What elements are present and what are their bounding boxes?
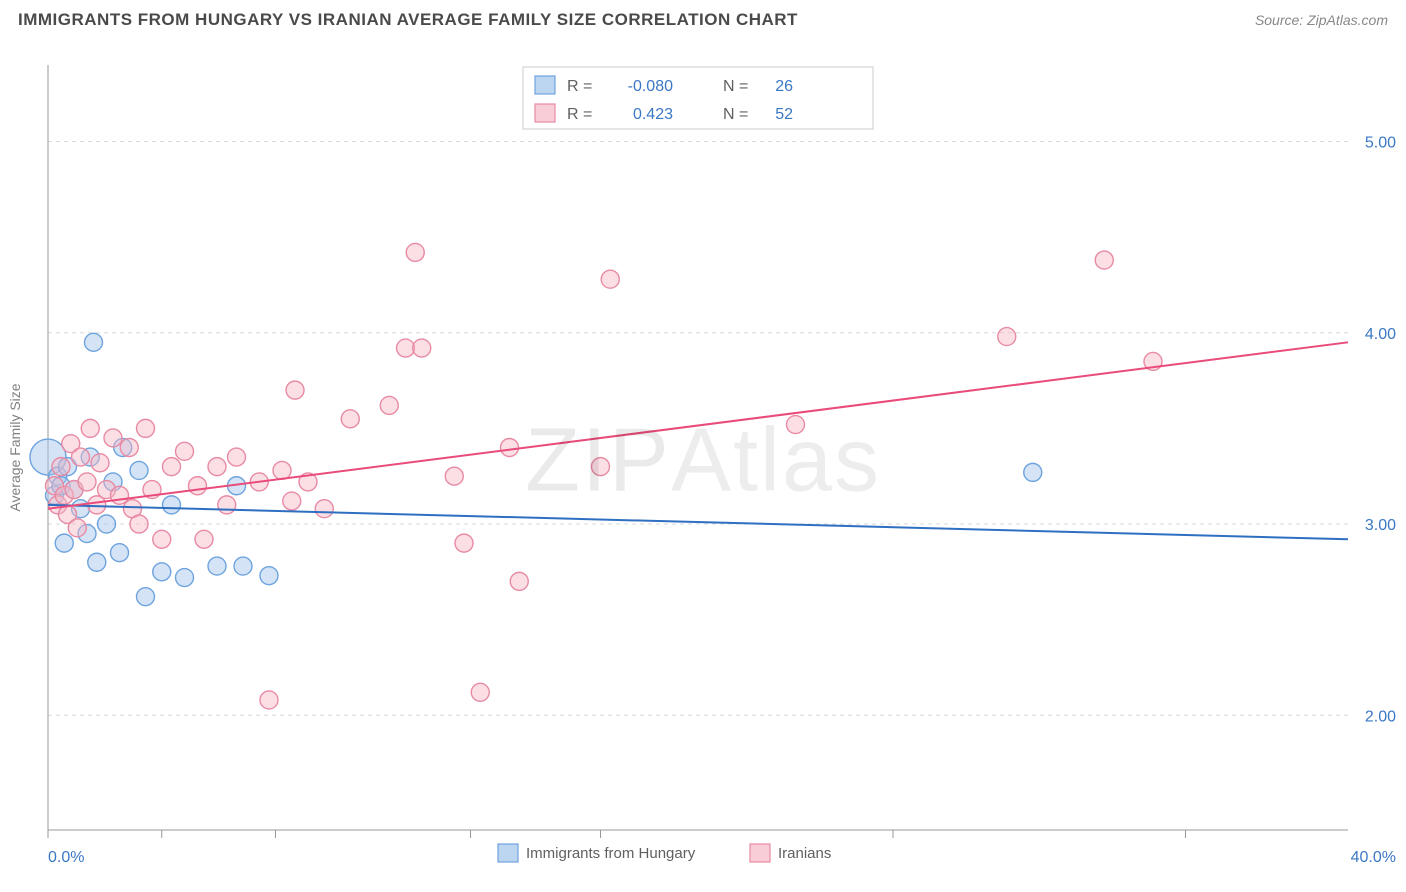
data-point	[406, 243, 424, 261]
data-point	[72, 448, 90, 466]
svg-text:N =: N =	[723, 78, 748, 95]
data-point	[228, 448, 246, 466]
legend-label: Iranians	[778, 845, 831, 862]
svg-text:4.00: 4.00	[1365, 326, 1396, 343]
data-point	[98, 515, 116, 533]
data-point	[111, 486, 129, 504]
data-point	[501, 439, 519, 457]
chart-area: 2.00 3.00 4.00 5.00 0.0% 40.0% Average Family …	[0, 40, 1406, 892]
data-point	[234, 557, 252, 575]
data-point	[176, 569, 194, 587]
data-point	[52, 458, 70, 476]
data-point	[455, 534, 473, 552]
svg-text:3.00: 3.00	[1365, 517, 1396, 534]
trend-line	[48, 505, 1348, 539]
svg-text:-0.080: -0.080	[628, 78, 673, 95]
data-point	[510, 572, 528, 590]
data-point	[413, 339, 431, 357]
data-point	[218, 496, 236, 514]
data-point	[91, 454, 109, 472]
data-point	[260, 691, 278, 709]
svg-text:26: 26	[775, 78, 793, 95]
data-point	[380, 396, 398, 414]
data-point	[163, 496, 181, 514]
data-point	[260, 567, 278, 585]
data-point	[153, 563, 171, 581]
data-point	[1024, 463, 1042, 481]
data-point	[55, 534, 73, 552]
data-point	[1095, 251, 1113, 269]
svg-text:0.0%: 0.0%	[48, 849, 84, 866]
data-point	[592, 458, 610, 476]
data-point	[120, 439, 138, 457]
data-point	[341, 410, 359, 428]
trend-line	[48, 342, 1348, 508]
data-point	[104, 429, 122, 447]
data-point	[130, 461, 148, 479]
data-point	[397, 339, 415, 357]
data-point	[81, 419, 99, 437]
svg-text:5.00: 5.00	[1365, 135, 1396, 152]
data-point	[286, 381, 304, 399]
data-point	[153, 530, 171, 548]
data-point	[137, 588, 155, 606]
data-point	[130, 515, 148, 533]
data-point	[273, 461, 291, 479]
data-point	[445, 467, 463, 485]
data-point	[315, 500, 333, 518]
data-point	[601, 270, 619, 288]
data-point	[208, 557, 226, 575]
svg-text:Average Family Size: Average Family Size	[7, 383, 23, 511]
data-point	[176, 442, 194, 460]
svg-text:52: 52	[775, 106, 793, 123]
data-point	[283, 492, 301, 510]
svg-text:R =: R =	[567, 106, 592, 123]
data-point	[111, 544, 129, 562]
data-point	[85, 333, 103, 351]
svg-text:2.00: 2.00	[1365, 708, 1396, 725]
data-point	[163, 458, 181, 476]
data-point	[189, 477, 207, 495]
data-point	[471, 683, 489, 701]
data-point	[998, 328, 1016, 346]
svg-text:R =: R =	[567, 78, 592, 95]
legend-swatch	[750, 844, 770, 862]
svg-text:40.0%: 40.0%	[1351, 849, 1396, 866]
data-point	[88, 553, 106, 571]
legend-label: Immigrants from Hungary	[526, 845, 696, 862]
data-point	[787, 416, 805, 434]
data-point	[195, 530, 213, 548]
data-point	[208, 458, 226, 476]
source-label: Source: ZipAtlas.com	[1255, 12, 1388, 28]
data-point	[78, 473, 96, 491]
svg-text:0.423: 0.423	[633, 106, 673, 123]
chart-title: IMMIGRANTS FROM HUNGARY VS IRANIAN AVERA…	[18, 10, 798, 30]
svg-text:N =: N =	[723, 106, 748, 123]
data-point	[137, 419, 155, 437]
legend-swatch	[498, 844, 518, 862]
data-point	[68, 519, 86, 537]
